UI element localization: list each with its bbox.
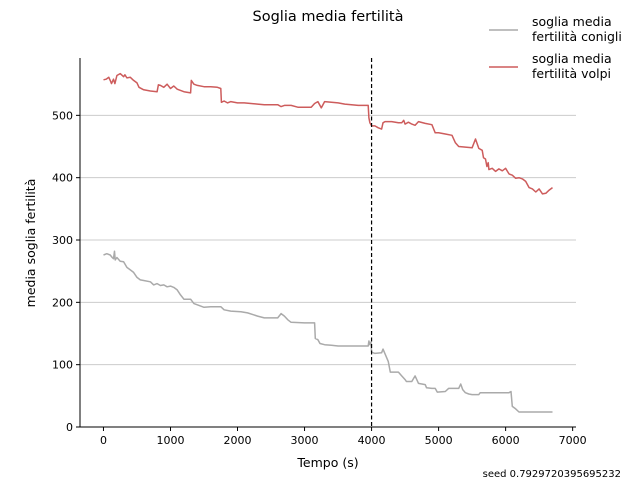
y-tick-label: 500 [52, 109, 73, 122]
legend: soglia media fertilità conigli soglia medi… [489, 14, 622, 81]
x-tick-label: 7000 [559, 434, 587, 447]
y-ticks: 0 100 200 300 400 500 [52, 109, 80, 434]
seed-footnote: seed 0.7929720395695232 [483, 469, 621, 480]
x-ticks: 0 1000 2000 3000 4000 5000 6000 7000 [100, 427, 587, 447]
x-tick-label: 5000 [425, 434, 453, 447]
x-axis-label: Tempo (s) [296, 455, 358, 470]
y-tick-label: 0 [66, 421, 73, 434]
grid-lines [80, 114, 576, 366]
x-tick-label: 1000 [156, 434, 184, 447]
x-tick-label: 4000 [358, 434, 386, 447]
x-tick-label: 0 [100, 434, 107, 447]
series-layer [103, 72, 553, 413]
x-tick-label: 3000 [291, 434, 319, 447]
y-tick-label: 100 [52, 359, 73, 372]
y-tick-label: 400 [52, 172, 73, 185]
series-line-conigli [103, 250, 553, 413]
chart-title: Soglia media fertilità [253, 9, 404, 25]
y-axis-label: media soglia fertilità [23, 179, 38, 308]
legend-label-volpi: soglia media fertilità volpi [532, 51, 612, 81]
series-line-volpi [103, 72, 553, 195]
y-tick-label: 300 [52, 234, 73, 247]
x-tick-label: 2000 [224, 434, 252, 447]
y-tick-label: 200 [52, 296, 73, 309]
axes [79, 58, 576, 428]
x-tick-label: 6000 [492, 434, 520, 447]
legend-label-conigli: soglia media fertilità conigli [532, 14, 622, 44]
